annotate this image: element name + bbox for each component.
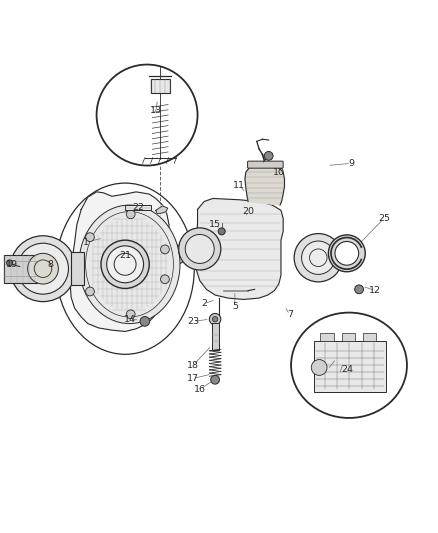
- Text: 10: 10: [272, 167, 284, 176]
- FancyBboxPatch shape: [150, 78, 170, 93]
- Circle shape: [126, 210, 135, 219]
- Text: 9: 9: [347, 159, 353, 168]
- Circle shape: [210, 375, 219, 384]
- FancyBboxPatch shape: [211, 322, 218, 350]
- Circle shape: [101, 240, 149, 288]
- Polygon shape: [244, 165, 284, 205]
- Circle shape: [354, 285, 363, 294]
- Text: 19: 19: [6, 260, 18, 269]
- Circle shape: [185, 235, 214, 263]
- Circle shape: [85, 287, 94, 296]
- Circle shape: [7, 260, 13, 266]
- Text: 11: 11: [233, 181, 245, 190]
- FancyBboxPatch shape: [4, 255, 37, 282]
- Text: 12: 12: [368, 286, 381, 295]
- Text: 24: 24: [340, 365, 352, 374]
- Circle shape: [218, 228, 225, 235]
- Text: 17: 17: [187, 374, 199, 383]
- Circle shape: [106, 246, 143, 282]
- Text: 5: 5: [231, 302, 237, 311]
- Circle shape: [293, 233, 342, 282]
- Circle shape: [28, 253, 58, 284]
- Text: 1: 1: [82, 238, 88, 247]
- FancyBboxPatch shape: [320, 333, 333, 341]
- Text: 7: 7: [286, 310, 292, 319]
- Circle shape: [126, 310, 135, 319]
- Circle shape: [18, 243, 68, 294]
- Ellipse shape: [79, 205, 180, 324]
- FancyBboxPatch shape: [125, 205, 151, 211]
- Polygon shape: [155, 206, 167, 214]
- Text: 13: 13: [149, 106, 162, 115]
- Circle shape: [311, 360, 326, 375]
- Circle shape: [160, 275, 169, 284]
- Text: 18: 18: [187, 361, 199, 370]
- FancyBboxPatch shape: [341, 333, 354, 341]
- Text: 20: 20: [241, 207, 254, 216]
- Circle shape: [301, 241, 334, 274]
- Circle shape: [160, 245, 169, 254]
- Text: 16: 16: [193, 385, 205, 394]
- Text: 14: 14: [123, 314, 135, 324]
- FancyBboxPatch shape: [362, 333, 375, 341]
- Text: 2: 2: [201, 300, 207, 308]
- Circle shape: [85, 233, 94, 241]
- Circle shape: [178, 228, 220, 270]
- FancyBboxPatch shape: [71, 253, 84, 285]
- Text: 15: 15: [208, 220, 221, 229]
- Circle shape: [264, 151, 272, 160]
- Text: 25: 25: [377, 214, 389, 223]
- Polygon shape: [70, 192, 184, 332]
- Text: 22: 22: [132, 203, 144, 212]
- FancyBboxPatch shape: [313, 341, 385, 392]
- Circle shape: [140, 317, 149, 326]
- Text: 8: 8: [47, 260, 53, 269]
- Circle shape: [209, 313, 220, 325]
- Circle shape: [334, 241, 358, 265]
- Text: 21: 21: [119, 251, 131, 260]
- Circle shape: [212, 317, 217, 322]
- FancyBboxPatch shape: [247, 161, 283, 168]
- Text: 23: 23: [187, 317, 199, 326]
- Circle shape: [328, 235, 364, 272]
- Polygon shape: [195, 198, 283, 300]
- Circle shape: [10, 236, 76, 302]
